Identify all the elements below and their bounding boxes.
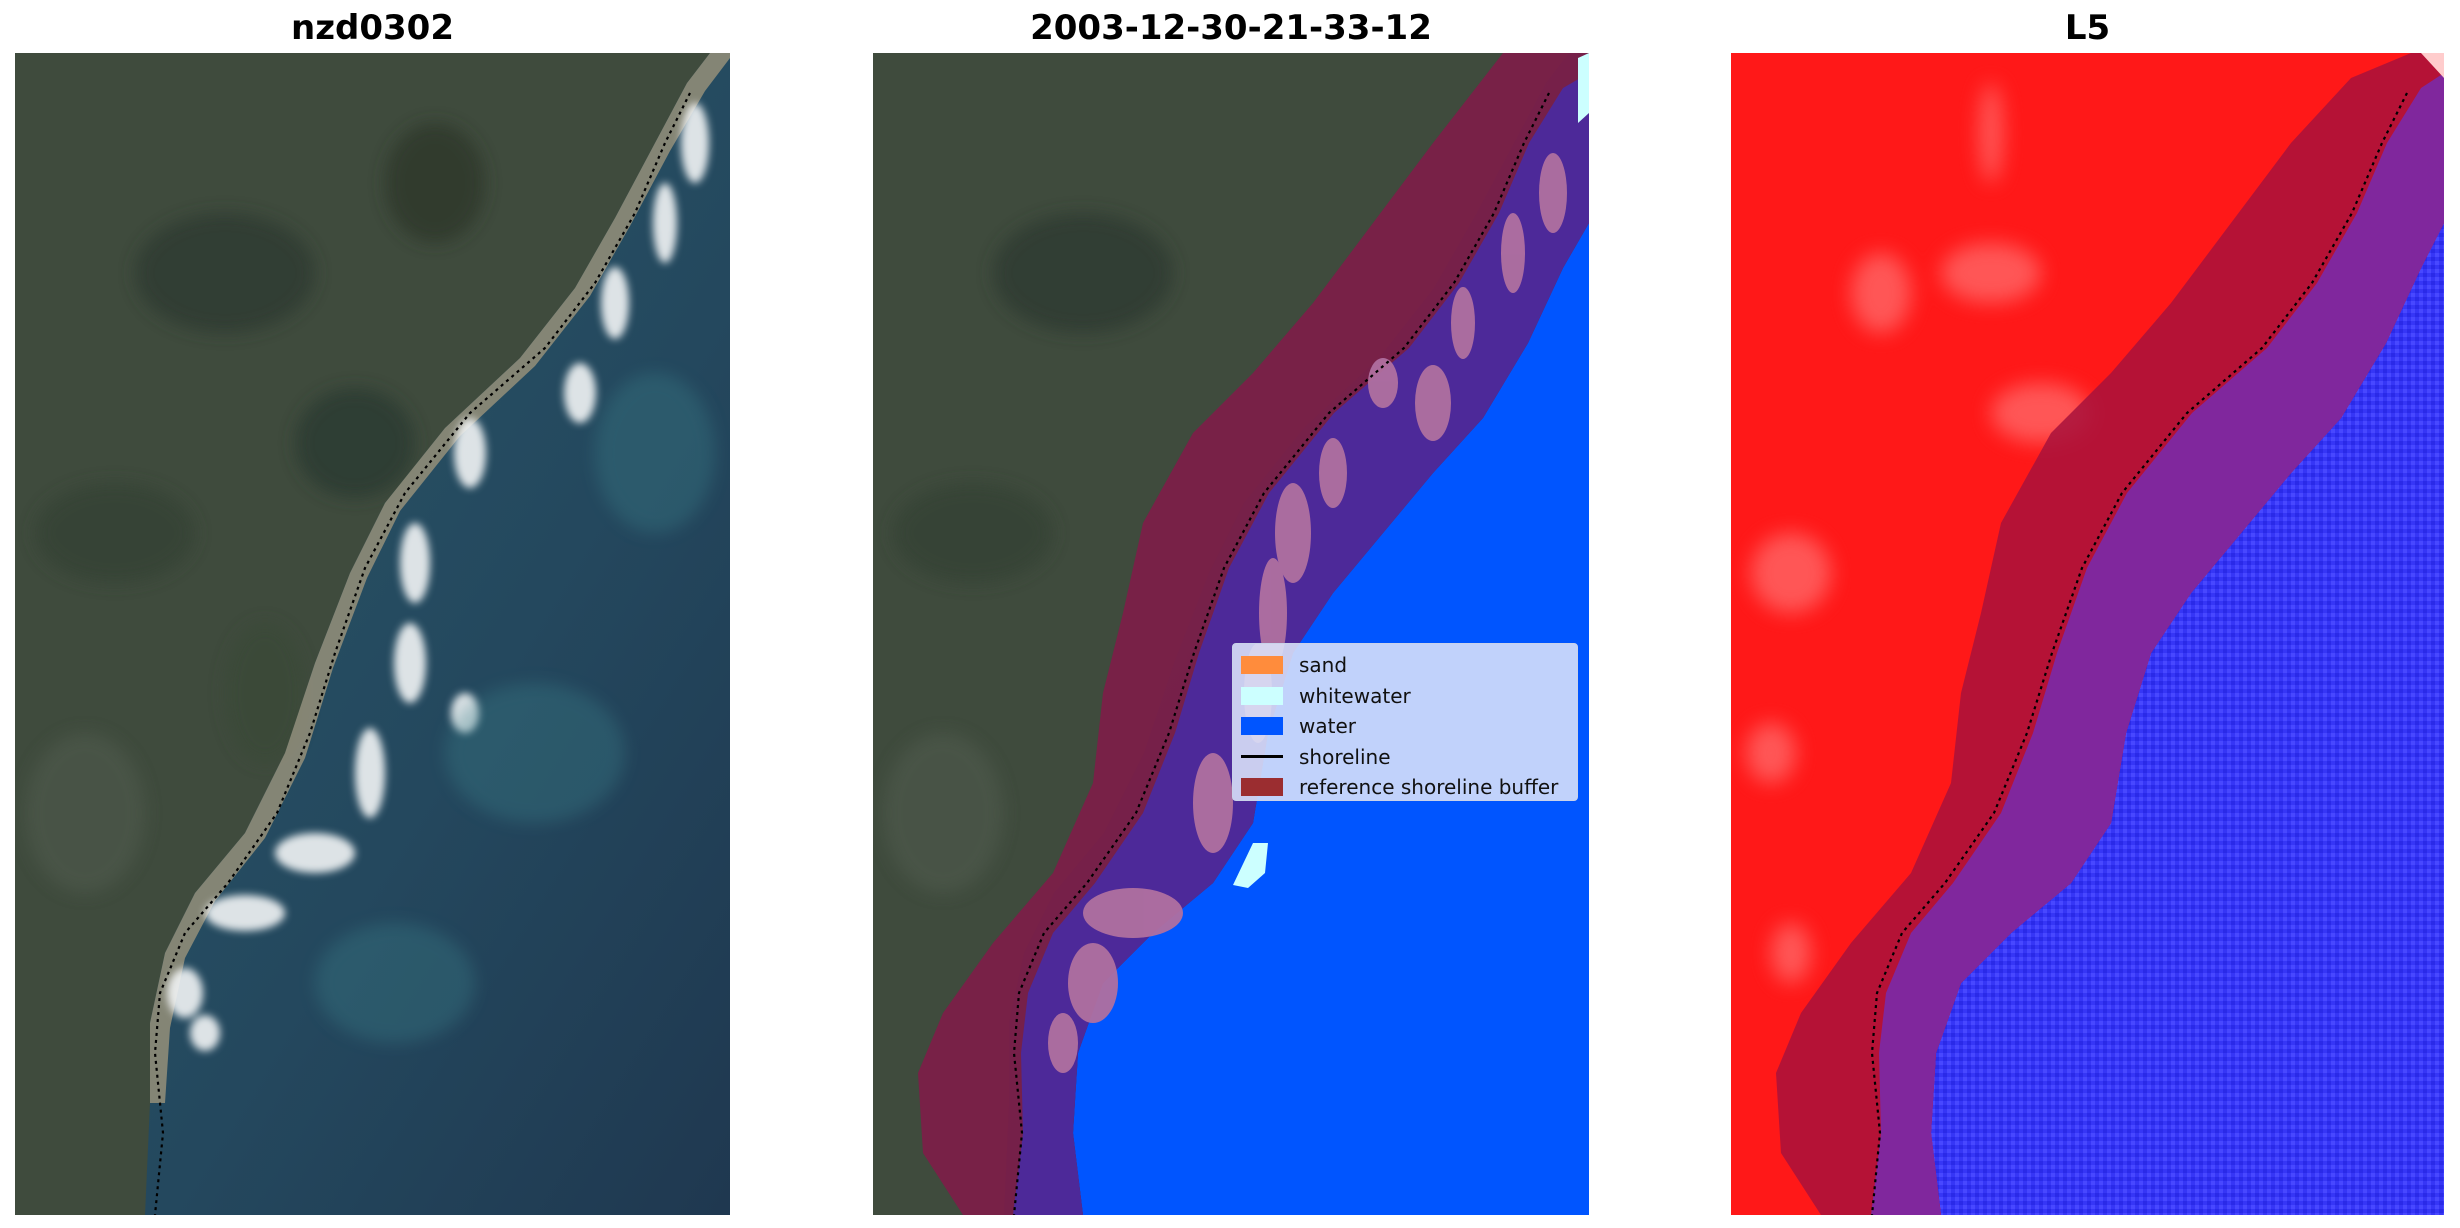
legend-label: shoreline xyxy=(1299,744,1391,769)
shoreline-dotted xyxy=(153,92,691,1215)
legend-label: water xyxy=(1299,714,1356,739)
legend-item-sand: sand xyxy=(1241,650,1567,681)
classification-image xyxy=(873,53,1589,1215)
legend-swatch-sand xyxy=(1241,656,1283,675)
land-area xyxy=(15,53,710,1215)
shoreline-dotted xyxy=(1870,92,2408,1215)
shoreline-dotted xyxy=(1012,92,1550,1215)
legend: sand whitewater water shoreline referenc… xyxy=(1232,643,1578,801)
legend-label: sand xyxy=(1299,653,1348,678)
rgb-satellite-image xyxy=(15,53,730,1215)
legend-swatch-shoreline xyxy=(1241,755,1283,759)
legend-swatch-whitewater xyxy=(1241,686,1283,705)
legend-label: whitewater xyxy=(1299,683,1411,708)
legend-swatch-reference-buffer xyxy=(1241,778,1283,797)
legend-item-water: water xyxy=(1241,711,1567,742)
panel-title-l5: L5 xyxy=(2064,8,2111,48)
l5-image xyxy=(1731,53,2444,1215)
l5-water-region xyxy=(1931,223,2444,1215)
legend-item-whitewater: whitewater xyxy=(1241,681,1567,712)
legend-swatch-water xyxy=(1241,717,1283,736)
legend-item-shoreline: shoreline xyxy=(1241,742,1567,773)
panel-title-classification: 2003-12-30-21-33-12 xyxy=(1030,8,1432,48)
panel-title-rgb: nzd0302 xyxy=(291,8,454,48)
legend-label: reference shoreline buffer xyxy=(1299,775,1559,800)
legend-item-reference-buffer: reference shoreline buffer xyxy=(1241,772,1567,803)
